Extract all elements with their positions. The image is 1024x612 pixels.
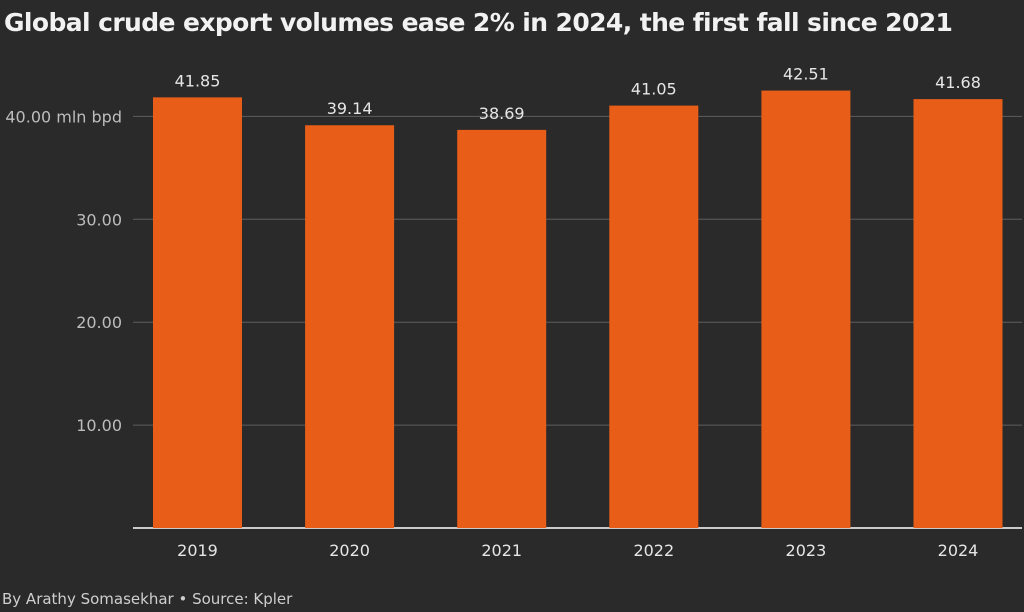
y-tick-label: 40.00 mln bpd <box>5 107 122 126</box>
x-tick-label: 2022 <box>633 541 674 560</box>
grid-layer <box>133 115 1022 529</box>
bar-2023 <box>761 90 851 529</box>
bar-2019 <box>153 97 242 529</box>
bar-2021 <box>457 129 547 529</box>
chart-footer: By Arathy Somasekhar • Source: Kpler <box>2 590 293 608</box>
data-label: 39.14 <box>327 99 373 118</box>
label-layer: 10.00 20.00 30.00 40.00 mln bpd 41.85 2019 39.… <box>5 65 981 560</box>
chart-title: Global crude export volumes ease 2% in 2… <box>4 8 953 37</box>
x-tick-label: 2019 <box>177 541 218 560</box>
data-label: 41.68 <box>935 73 981 92</box>
bar-2022 <box>609 105 699 529</box>
bar-layer <box>153 90 1003 529</box>
x-tick-label: 2024 <box>938 541 979 560</box>
x-tick-label: 2021 <box>481 541 522 560</box>
data-label: 42.51 <box>783 65 829 84</box>
y-tick-label: 30.00 <box>76 210 122 229</box>
x-tick-label: 2020 <box>329 541 370 560</box>
bar-2020 <box>305 125 395 529</box>
x-tick-label: 2023 <box>786 541 827 560</box>
data-label: 41.85 <box>175 71 221 90</box>
bar-2024 <box>913 99 1003 529</box>
y-tick-label: 10.00 <box>76 416 122 435</box>
data-label: 38.69 <box>479 104 525 123</box>
data-label: 41.05 <box>631 80 677 99</box>
y-tick-label: 20.00 <box>76 313 122 332</box>
